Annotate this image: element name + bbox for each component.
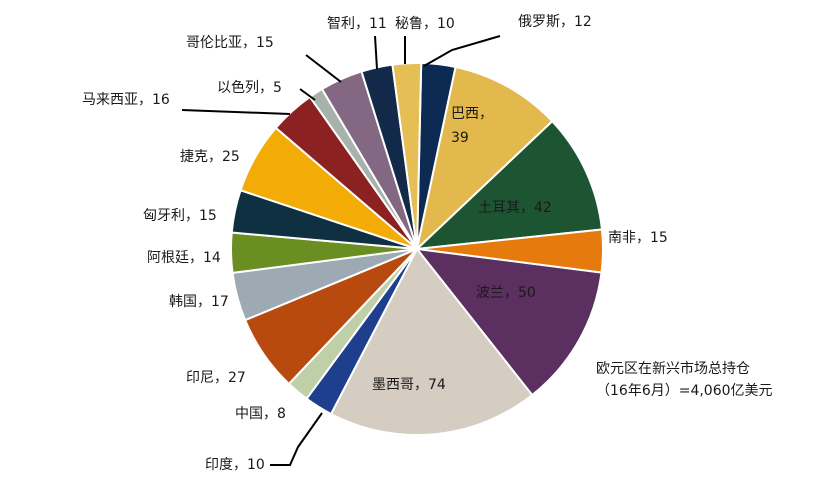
annotation-line-2: （16年6月）=4,060亿美元 xyxy=(596,383,773,399)
pie-slice xyxy=(415,65,554,252)
pie-slice xyxy=(391,62,423,250)
leader-line xyxy=(423,35,501,67)
slice-label: 以色列，5 xyxy=(217,79,282,96)
slice-label: 哥伦比亚，15 xyxy=(186,35,274,51)
slice-label: 南非，15 xyxy=(608,230,668,246)
slice-label: 俄罗斯，12 xyxy=(518,14,592,30)
annotation-line-1: 欧元区在新兴市场总持仓 xyxy=(596,361,750,377)
pie-slice xyxy=(414,119,604,251)
slice-label: 韩国，17 xyxy=(169,294,229,310)
slice-label: 秘鲁，10 xyxy=(395,16,455,32)
leader-line xyxy=(374,35,378,70)
slice-label: 印度，10 xyxy=(205,457,265,473)
slice-label: 印尼，27 xyxy=(186,370,246,386)
leader-line xyxy=(299,88,316,101)
slice-label: 土耳其，42 xyxy=(478,200,552,216)
slice-label: 智利，11 xyxy=(327,16,387,32)
slice-label: 巴西， 39 xyxy=(451,106,493,146)
slice-label: 中国，8 xyxy=(235,406,286,422)
pie-slice xyxy=(414,247,603,397)
slice-label: 匈牙利，15 xyxy=(143,208,217,224)
leader-line xyxy=(181,109,291,115)
slice-label: 波兰，50 xyxy=(476,285,536,301)
slice-label: 墨西哥，74 xyxy=(372,377,446,393)
slice-label: 马来西亚，16 xyxy=(82,92,170,108)
leader-line xyxy=(305,54,342,83)
chart-annotation: 欧元区在新兴市场总持仓 （16年6月）=4,060亿美元 xyxy=(596,358,816,402)
pie-slice xyxy=(329,247,534,437)
slice-label: 阿根廷，14 xyxy=(147,250,221,266)
leader-line xyxy=(270,412,323,466)
slice-label: 捷克，25 xyxy=(180,149,240,165)
